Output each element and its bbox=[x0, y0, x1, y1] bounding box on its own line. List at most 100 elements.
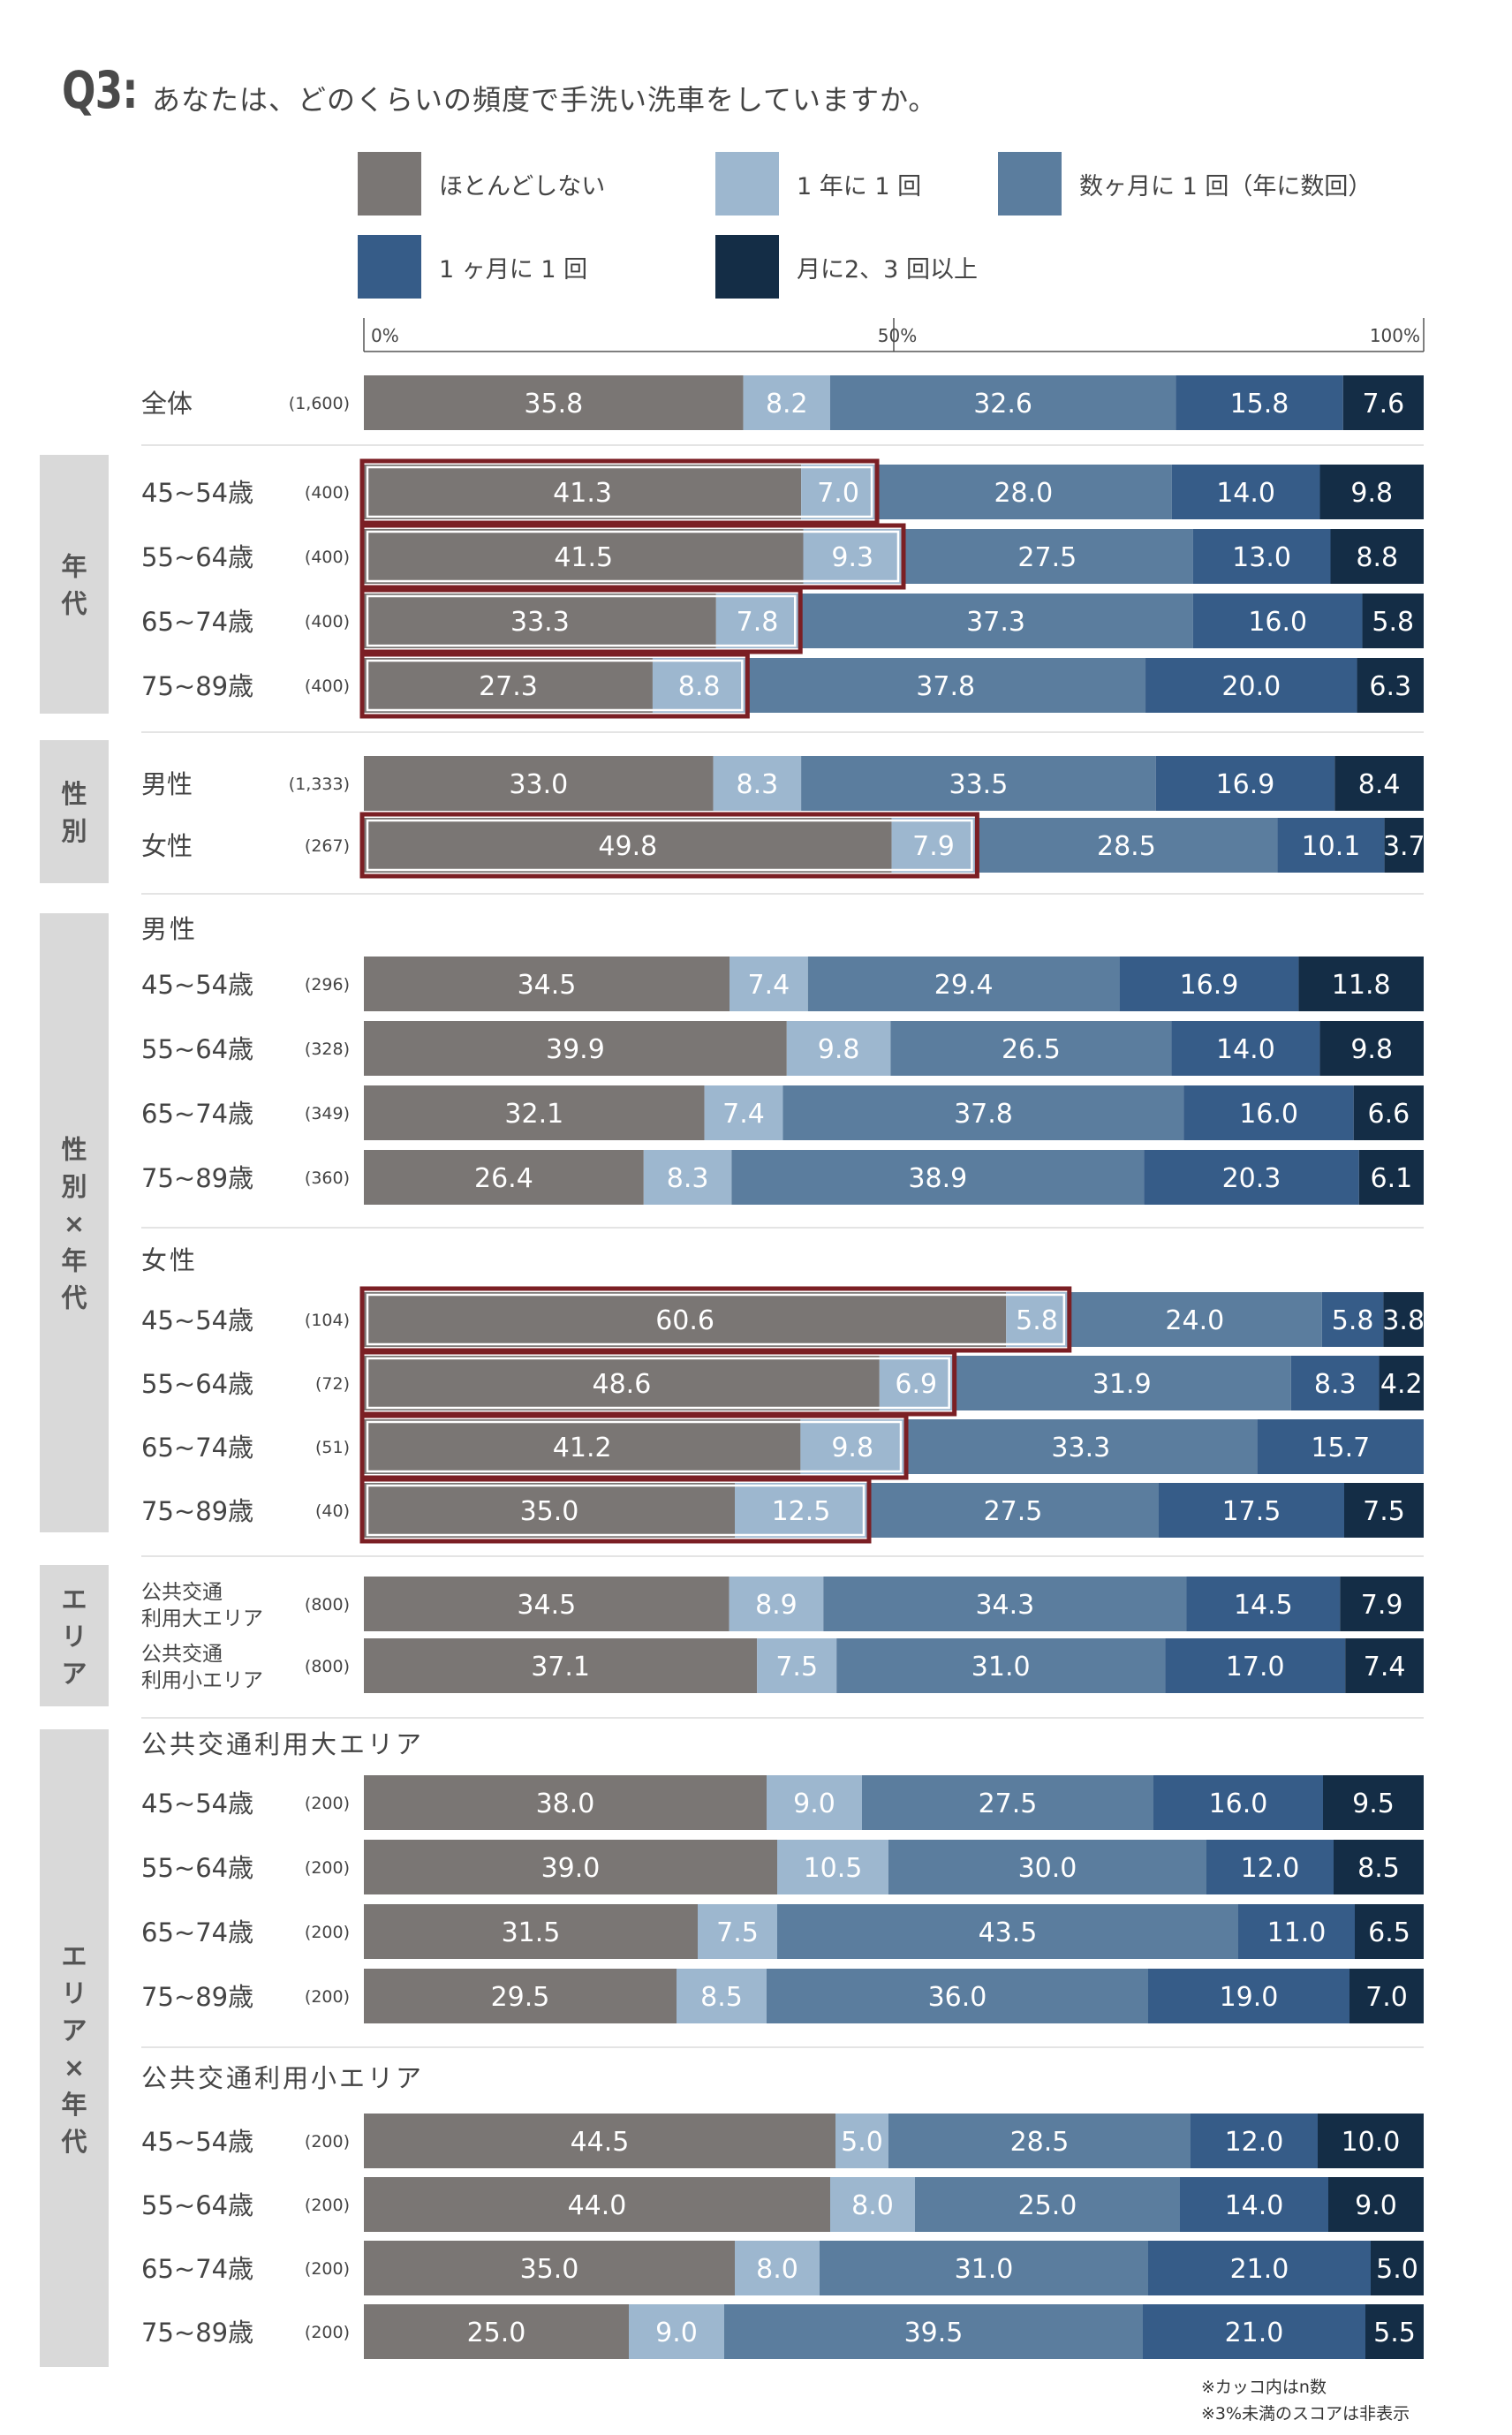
row-label: 65~74歳 bbox=[141, 1433, 253, 1463]
footnotes: ※カッコ内はn数 ※3%未満のスコアは非表示 bbox=[1201, 2374, 1410, 2427]
data-label: 38.0 bbox=[536, 1788, 595, 1819]
bar-segment bbox=[1144, 1150, 1359, 1205]
bar-segment bbox=[1355, 1904, 1424, 1959]
bar-segment bbox=[364, 756, 714, 811]
group-label-char: ア bbox=[61, 2015, 87, 2046]
row-n: (40) bbox=[315, 1501, 350, 1521]
legend-label-few-months: 数ヶ月に 1 回（年に数回） bbox=[1079, 172, 1372, 200]
row-label: 75~89歳 bbox=[141, 1982, 253, 2012]
bar-segment bbox=[1358, 1150, 1424, 1205]
row-n: (328) bbox=[305, 1040, 350, 1059]
legend-item-monthly: 1 ヶ月に 1 回 bbox=[358, 235, 587, 299]
data-label: 37.3 bbox=[966, 607, 1025, 638]
bar-segment bbox=[364, 658, 653, 713]
data-label: 21.0 bbox=[1225, 2318, 1284, 2348]
row-n: (400) bbox=[305, 548, 350, 567]
bar-segment bbox=[1321, 1292, 1384, 1347]
data-label: 4.2 bbox=[1380, 1369, 1423, 1400]
bar-segment bbox=[1357, 658, 1424, 713]
bar-segment bbox=[1328, 2177, 1424, 2232]
bar-segment bbox=[836, 1638, 1166, 1693]
bar-segment bbox=[735, 1483, 867, 1538]
bar-segment bbox=[786, 1021, 891, 1076]
bar-segment bbox=[1323, 1775, 1424, 1830]
bar-segment bbox=[364, 529, 804, 584]
bar-segment bbox=[1330, 529, 1424, 584]
data-label: 10.5 bbox=[804, 1853, 863, 1884]
row-n: (800) bbox=[305, 1595, 350, 1615]
group-panel bbox=[40, 740, 109, 883]
group-label-char: 別 bbox=[61, 1172, 87, 1202]
data-label: 29.4 bbox=[934, 970, 994, 1001]
data-label: 16.0 bbox=[1209, 1788, 1268, 1819]
bar-segment bbox=[823, 1577, 1187, 1631]
row-label: 45~54歳 bbox=[141, 1305, 253, 1335]
data-label: 25.0 bbox=[467, 2318, 526, 2348]
bar-segment bbox=[904, 1419, 1258, 1474]
row-n: (296) bbox=[305, 975, 350, 994]
data-label: 43.5 bbox=[979, 1917, 1038, 1948]
bar-segment bbox=[364, 2241, 735, 2295]
data-label: 8.5 bbox=[700, 1982, 743, 2013]
row-label: 全体 bbox=[141, 389, 193, 419]
legend-label-monthly: 1 ヶ月に 1 回 bbox=[439, 255, 588, 284]
data-label: 9.0 bbox=[793, 1788, 835, 1819]
data-label: 32.1 bbox=[504, 1099, 563, 1130]
bar-segment bbox=[1159, 1483, 1344, 1538]
data-label: 8.2 bbox=[766, 389, 808, 420]
axis-tick-label: 50% bbox=[878, 325, 917, 346]
bar-segment bbox=[1277, 818, 1385, 873]
row-n: (200) bbox=[305, 2259, 350, 2279]
bar-segment bbox=[1145, 658, 1357, 713]
data-label: 27.3 bbox=[479, 671, 538, 702]
row-n: (360) bbox=[305, 1168, 350, 1188]
legend-swatch-monthly bbox=[358, 235, 421, 299]
data-label: 16.9 bbox=[1180, 970, 1239, 1001]
data-label: 9.0 bbox=[655, 2318, 698, 2348]
data-label: 8.3 bbox=[736, 769, 778, 800]
data-label: 17.0 bbox=[1226, 1652, 1285, 1683]
bar-segment bbox=[1371, 2241, 1424, 2295]
bar-segment bbox=[1319, 1021, 1424, 1076]
row-n: (72) bbox=[315, 1374, 350, 1394]
data-label: 39.0 bbox=[541, 1853, 601, 1884]
legend-item-yearly: 1 年に 1 回 bbox=[715, 152, 921, 216]
legend-item-2-3-monthly: 月に2、3 回以上 bbox=[715, 235, 978, 299]
bar-segment bbox=[1153, 1775, 1323, 1830]
bar-segment bbox=[888, 2114, 1191, 2168]
data-label: 36.0 bbox=[928, 1982, 987, 2013]
data-label: 35.0 bbox=[520, 2254, 579, 2285]
bar-segment bbox=[1345, 1638, 1424, 1693]
highlight-inner bbox=[366, 1293, 1066, 1346]
data-label: 7.5 bbox=[1363, 1496, 1405, 1527]
data-label: 27.5 bbox=[979, 1788, 1038, 1819]
data-label: 7.8 bbox=[737, 607, 779, 638]
highlight-outer bbox=[359, 587, 803, 654]
bar-segment bbox=[364, 2304, 629, 2359]
data-label: 37.8 bbox=[954, 1099, 1013, 1130]
row-n: (1,600) bbox=[289, 394, 350, 413]
data-label: 14.0 bbox=[1216, 478, 1275, 509]
data-label: 39.5 bbox=[904, 2318, 964, 2348]
bar-segment bbox=[1334, 756, 1424, 811]
subgroup-title: 公共交通利用小エリア bbox=[141, 2063, 424, 2093]
row-label: 公共交通 bbox=[141, 1643, 223, 1666]
data-label: 28.5 bbox=[1097, 831, 1156, 862]
legend-swatch-yearly bbox=[715, 152, 779, 216]
bar-segment bbox=[364, 1150, 644, 1205]
row-n: (200) bbox=[305, 1987, 350, 2007]
group-panel bbox=[40, 455, 109, 714]
data-label: 34.5 bbox=[518, 970, 577, 1001]
group-label-char: エ bbox=[61, 1941, 87, 1971]
group-label-char: エ bbox=[61, 1584, 87, 1615]
group-panel bbox=[40, 913, 109, 1532]
subgroup-title: 女性 bbox=[141, 1245, 198, 1275]
data-label: 12.0 bbox=[1241, 1853, 1300, 1884]
bar-segment bbox=[1238, 1904, 1355, 1959]
footnote-n-count: ※カッコ内はn数 bbox=[1201, 2378, 1327, 2397]
data-label: 14.0 bbox=[1225, 2190, 1284, 2221]
bar-segment bbox=[1353, 1085, 1424, 1140]
row-n: (267) bbox=[305, 836, 350, 856]
group-label-char: ア bbox=[61, 1659, 87, 1689]
bar-segment bbox=[364, 2114, 835, 2168]
